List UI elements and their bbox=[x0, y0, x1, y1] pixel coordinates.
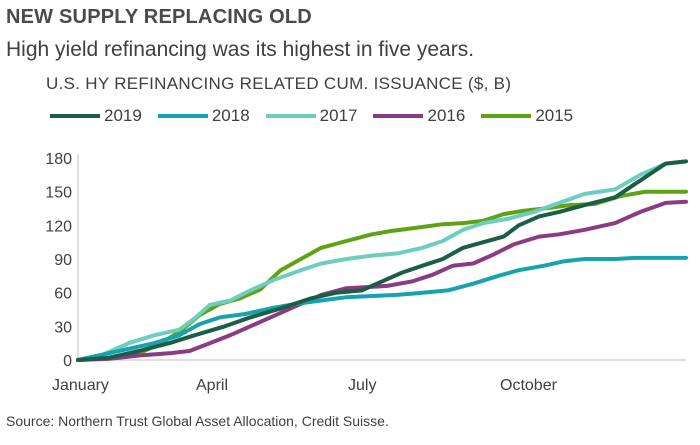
legend-label: 2017 bbox=[319, 106, 358, 125]
x-tick-label: January bbox=[52, 377, 109, 394]
series-line-2015 bbox=[76, 189, 688, 362]
legend-label: 2015 bbox=[535, 106, 574, 125]
legend-swatch bbox=[373, 114, 424, 118]
legend-item-2019: 2019 bbox=[50, 106, 142, 126]
x-tick-label: July bbox=[348, 377, 376, 394]
series-line-2019 bbox=[76, 159, 688, 362]
y-tick-label: 150 bbox=[45, 185, 72, 202]
legend-item-2017: 2017 bbox=[265, 106, 358, 126]
chart-legend: 2019 2018 2017 2016 2015 bbox=[50, 106, 589, 126]
legend-item-2018: 2018 bbox=[157, 106, 250, 126]
legend-label: 2019 bbox=[104, 106, 142, 125]
series-line-2017 bbox=[76, 159, 688, 362]
series-line-2016 bbox=[76, 199, 688, 362]
legend-label: 2018 bbox=[211, 106, 250, 125]
legend-swatch bbox=[481, 114, 532, 118]
y-tick-label: 30 bbox=[54, 319, 72, 336]
legend-swatch bbox=[50, 114, 100, 118]
legend-label: 2016 bbox=[427, 106, 466, 125]
y-tick-label: 120 bbox=[45, 218, 72, 235]
chart-title: U.S. HY REFINANCING RELATED CUM. ISSUANC… bbox=[46, 74, 512, 93]
x-tick-label: October bbox=[500, 377, 558, 394]
y-tick-label: 0 bbox=[63, 353, 72, 370]
y-tick-label: 180 bbox=[45, 151, 72, 168]
y-tick-label: 90 bbox=[54, 252, 72, 269]
legend-item-2016: 2016 bbox=[373, 106, 465, 126]
legend-swatch bbox=[265, 114, 316, 118]
legend-swatch bbox=[157, 114, 208, 118]
page-subtitle: High yield refinancing was its highest i… bbox=[6, 38, 475, 61]
legend-item-2015: 2015 bbox=[481, 106, 573, 126]
page-title: NEW SUPPLY REPLACING OLD bbox=[6, 6, 312, 28]
x-tick-label: April bbox=[196, 377, 228, 394]
series-line-2018 bbox=[76, 255, 688, 362]
source-note: Source: Northern Trust Global Asset Allo… bbox=[6, 413, 389, 429]
y-tick-label: 60 bbox=[54, 286, 72, 303]
